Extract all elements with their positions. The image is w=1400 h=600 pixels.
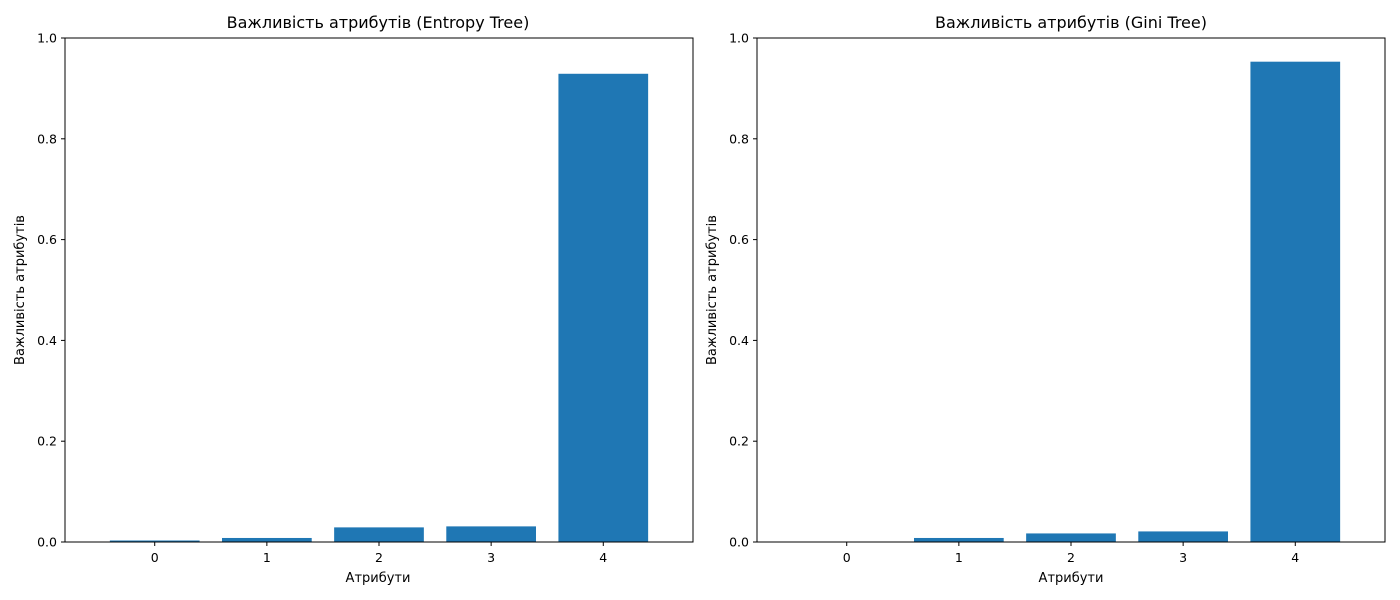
chart-gini-tree: Важливість атрибутів (Gini Tree) 0 1 2 3 4 0.0… <box>705 13 1386 586</box>
chart-1-bar-4 <box>1250 61 1341 542</box>
chart-0-y-tick-label-0: 0.0 <box>37 535 57 550</box>
chart-0-x-tick-label-4: 4 <box>599 550 607 565</box>
chart-1-y-tick-label-4: 0.8 <box>729 131 749 146</box>
chart-1-x-axis-label: Атрибути <box>1039 571 1104 586</box>
chart-0-bar-4 <box>558 73 649 542</box>
chart-1-y-tick-label-3: 0.6 <box>729 232 749 247</box>
chart-0-y-tick-label-4: 0.8 <box>37 131 57 146</box>
chart-1-bar-3 <box>1138 531 1228 542</box>
chart-1-x-tick-label-2: 2 <box>1067 550 1075 565</box>
chart-0-x-tick-label-2: 2 <box>375 550 383 565</box>
chart-0-y-tick-label-2: 0.4 <box>37 333 57 348</box>
chart-0-title: Важливість атрибутів (Entropy Tree) <box>227 13 530 32</box>
chart-0-y-tick-label-3: 0.6 <box>37 232 57 247</box>
chart-0-y-axis-label: Важливість атрибутів <box>13 215 28 365</box>
chart-0-x-tick-label-0: 0 <box>151 550 159 565</box>
chart-entropy-tree: Важливість атрибутів (Entropy Tree) 0 1 2 3 4… <box>13 13 694 586</box>
chart-0-bar-2 <box>334 527 424 542</box>
chart-0-x-tick-label-1: 1 <box>263 550 271 565</box>
chart-1-x-tick-label-3: 3 <box>1179 550 1187 565</box>
chart-1-x-tick-label-0: 0 <box>843 550 851 565</box>
chart-1-y-tick-label-1: 0.2 <box>729 434 749 449</box>
chart-0-x-tick-label-3: 3 <box>487 550 495 565</box>
chart-1-y-tick-label-2: 0.4 <box>729 333 749 348</box>
chart-0-y-tick-label-5: 1.0 <box>37 31 57 46</box>
chart-1-x-tick-label-4: 4 <box>1291 550 1299 565</box>
chart-0-y-tick-label-1: 0.2 <box>37 434 57 449</box>
chart-0-bar-3 <box>446 526 536 542</box>
chart-0-bar-1 <box>222 537 312 542</box>
chart-1-y-axis-label: Важливість атрибутів <box>705 215 720 365</box>
chart-0-bar-0 <box>109 540 200 542</box>
chart-1-y-tick-label-5: 1.0 <box>729 31 749 46</box>
chart-1-bar-1 <box>914 537 1004 542</box>
chart-1-bar-2 <box>1026 533 1116 542</box>
chart-0-x-axis-label: Атрибути <box>346 571 411 586</box>
chart-1-y-tick-label-0: 0.0 <box>729 535 749 550</box>
chart-1-title: Важливість атрибутів (Gini Tree) <box>935 13 1207 32</box>
chart-1-x-tick-label-1: 1 <box>955 550 963 565</box>
